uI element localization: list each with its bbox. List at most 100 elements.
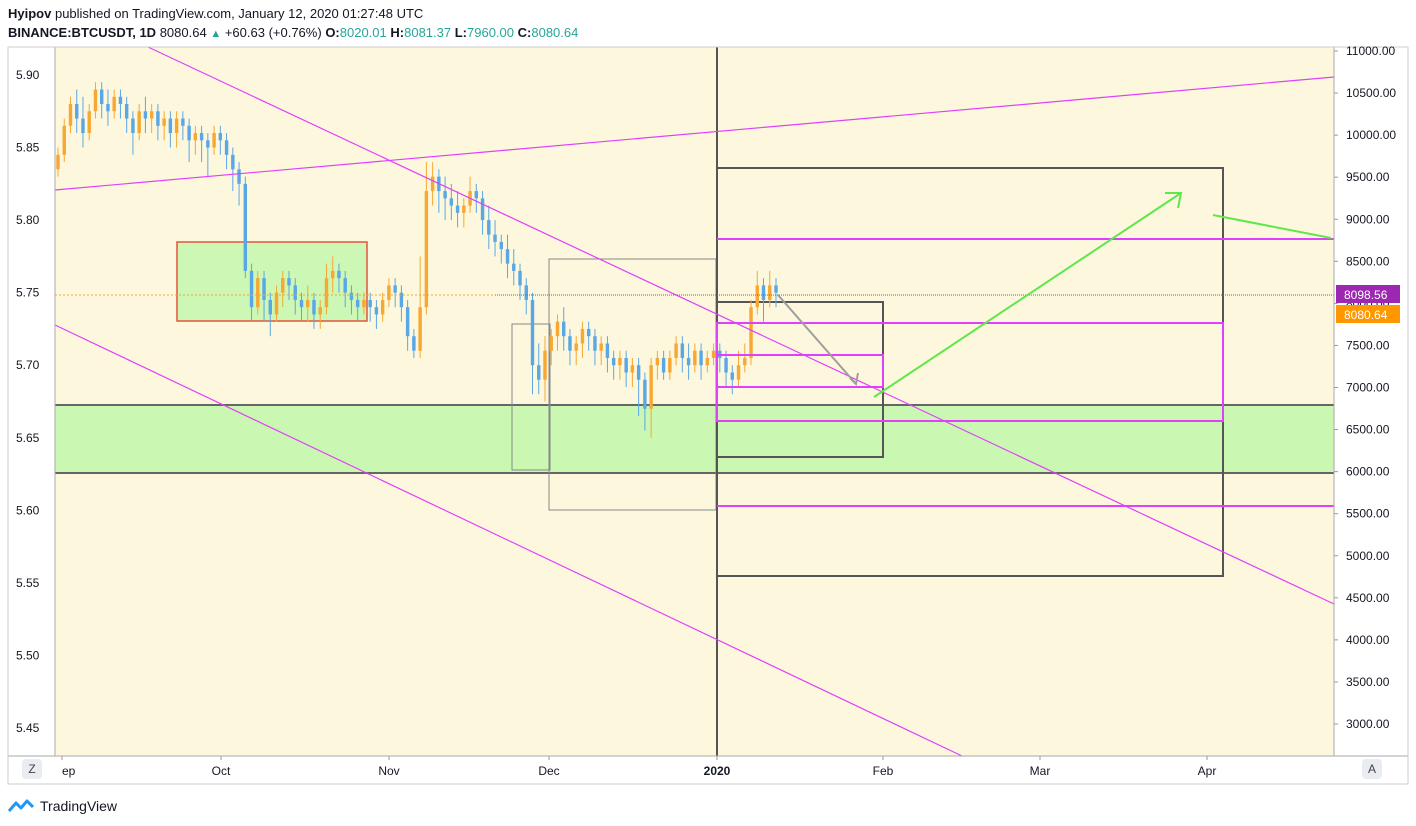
candle[interactable] <box>93 82 98 119</box>
candle[interactable] <box>499 234 504 264</box>
candle[interactable] <box>112 89 116 119</box>
candle[interactable] <box>555 314 560 351</box>
candle[interactable] <box>306 285 310 322</box>
candle[interactable] <box>430 162 435 206</box>
candle[interactable] <box>549 328 553 366</box>
symbol-label[interactable]: BINANCE:BTCUSDT, 1D <box>8 25 157 40</box>
candle[interactable] <box>68 96 73 134</box>
candle[interactable] <box>412 328 416 358</box>
candle[interactable] <box>193 125 198 155</box>
candle[interactable] <box>330 256 335 293</box>
candle[interactable] <box>636 357 641 417</box>
candle[interactable] <box>455 191 460 228</box>
candle[interactable] <box>605 336 610 373</box>
candle[interactable] <box>75 89 79 134</box>
candle[interactable] <box>149 104 154 134</box>
candle[interactable] <box>705 350 710 373</box>
candle[interactable] <box>399 285 404 322</box>
candle[interactable] <box>143 96 148 134</box>
candle[interactable] <box>562 307 566 351</box>
candle[interactable] <box>661 350 666 380</box>
brand-label[interactable]: TradingView <box>40 798 118 814</box>
candle[interactable] <box>174 111 179 148</box>
candle[interactable] <box>162 111 166 141</box>
descending-trendline-lower[interactable] <box>54 324 963 757</box>
candle[interactable] <box>243 176 248 279</box>
candle[interactable] <box>443 176 447 221</box>
candle[interactable] <box>711 343 716 366</box>
candle[interactable] <box>724 350 728 387</box>
candle[interactable] <box>118 89 123 119</box>
candle[interactable] <box>281 270 285 308</box>
candle[interactable] <box>212 125 216 155</box>
candle[interactable] <box>274 285 279 322</box>
candle[interactable] <box>56 147 60 177</box>
candle[interactable] <box>518 263 522 300</box>
candle[interactable] <box>181 111 185 141</box>
target-arrow-line[interactable] <box>873 192 1182 398</box>
consolidation-box[interactable] <box>176 241 368 322</box>
candle[interactable] <box>668 350 672 380</box>
candle[interactable] <box>674 336 678 366</box>
author-name[interactable]: Hyipov <box>8 6 52 21</box>
candle[interactable] <box>580 321 585 358</box>
ascending-trendline[interactable] <box>54 76 1335 191</box>
candle[interactable] <box>324 263 329 315</box>
candle[interactable] <box>618 350 622 380</box>
candle[interactable] <box>218 125 223 155</box>
candle[interactable] <box>649 357 653 438</box>
candle[interactable] <box>156 104 160 141</box>
candle[interactable] <box>131 111 135 155</box>
candle[interactable] <box>543 336 547 402</box>
candle[interactable] <box>224 133 229 170</box>
auto-scale-button[interactable]: A <box>1362 759 1382 779</box>
candle[interactable] <box>287 270 291 300</box>
candle[interactable] <box>505 234 510 279</box>
candle[interactable] <box>624 350 628 387</box>
candle[interactable] <box>743 343 747 373</box>
candle[interactable] <box>736 350 741 387</box>
support-zone[interactable] <box>55 405 1334 473</box>
candle[interactable] <box>262 270 266 322</box>
candle[interactable] <box>187 118 191 163</box>
candle[interactable] <box>768 270 772 308</box>
candle[interactable] <box>424 162 429 315</box>
candle[interactable] <box>405 299 410 351</box>
candle[interactable] <box>206 133 210 177</box>
candle[interactable] <box>168 111 173 148</box>
descending-trendline-upper[interactable] <box>147 46 1335 605</box>
candle[interactable] <box>693 343 697 373</box>
candle[interactable] <box>568 328 572 366</box>
candle[interactable] <box>256 270 260 315</box>
candle[interactable] <box>124 96 129 134</box>
candle[interactable] <box>268 292 272 337</box>
candle[interactable] <box>686 343 691 380</box>
candle[interactable] <box>474 183 479 213</box>
candle[interactable] <box>462 198 466 228</box>
candle[interactable] <box>343 270 347 308</box>
candle[interactable] <box>699 343 703 380</box>
candle[interactable] <box>593 328 597 366</box>
plot-background[interactable] <box>55 47 1334 756</box>
candle[interactable] <box>537 343 541 395</box>
candle[interactable] <box>368 292 372 322</box>
candle[interactable] <box>87 104 91 141</box>
candle[interactable] <box>99 82 104 119</box>
candle[interactable] <box>81 96 85 148</box>
candle[interactable] <box>730 365 735 395</box>
candle[interactable] <box>293 278 297 315</box>
pullback-arrow-line[interactable] <box>777 294 857 385</box>
candle[interactable] <box>611 350 616 380</box>
candle[interactable] <box>312 292 316 329</box>
candle[interactable] <box>231 147 235 192</box>
candle[interactable] <box>480 191 485 235</box>
candle[interactable] <box>106 89 110 126</box>
candle[interactable] <box>774 278 778 308</box>
candle[interactable] <box>237 162 241 206</box>
candle[interactable] <box>299 292 304 322</box>
candle[interactable] <box>655 350 660 380</box>
candle[interactable] <box>418 256 422 358</box>
candle[interactable] <box>380 292 385 322</box>
candle[interactable] <box>487 205 491 250</box>
